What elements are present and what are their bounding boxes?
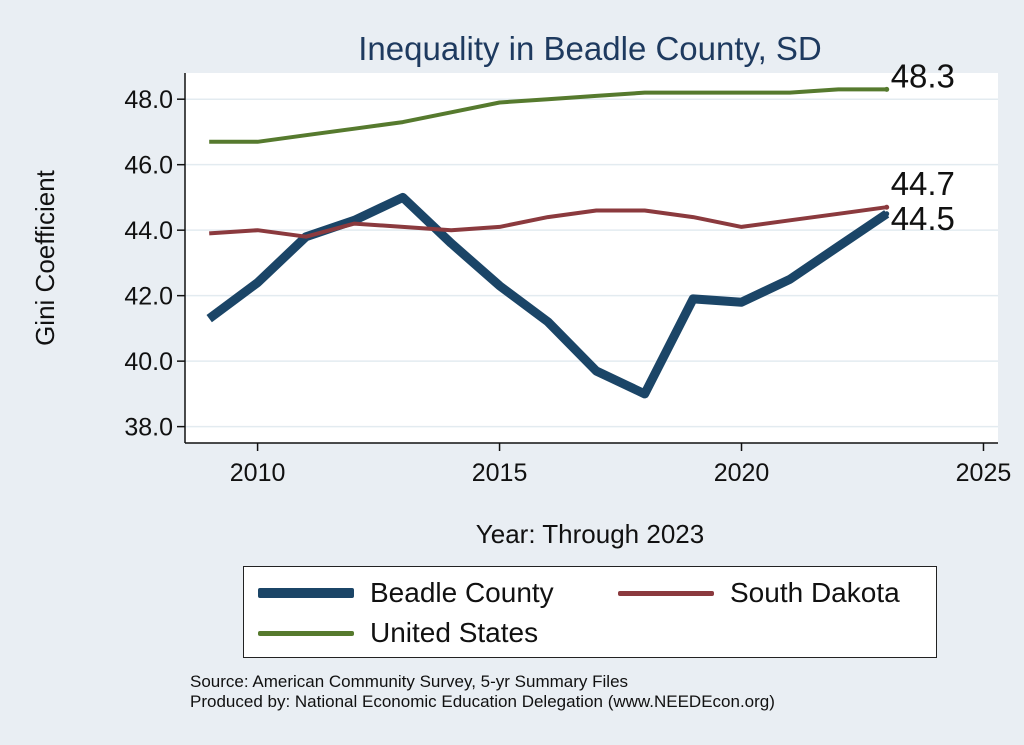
y-tick-label: 38.0	[124, 414, 173, 442]
legend-swatch-beadle-county	[258, 588, 354, 598]
x-axis-label: Year: Through 2023	[476, 519, 704, 549]
x-tick-label: 2015	[472, 459, 528, 487]
source-note: Source: American Community Survey, 5-yr …	[190, 672, 775, 712]
legend-swatch-united-states	[258, 630, 354, 636]
legend-label-beadle-county: Beadle County	[370, 577, 554, 608]
axes: 38.0 40.0 42.0 44.0 46.0 48.0 2010 2015 2020 2025	[124, 73, 1011, 487]
series-line-united-states	[209, 87, 887, 144]
x-tick-label: 2020	[714, 459, 770, 487]
legend-label-united-states: United States	[370, 617, 539, 648]
series-lines	[206, 87, 890, 399]
series-end-label: 48.3	[891, 57, 955, 94]
series-end-label: 44.7	[891, 165, 955, 202]
y-tick-label: 44.0	[124, 217, 173, 245]
source-line: Source: American Community Survey, 5-yr …	[190, 672, 629, 691]
legend: Beadle County South Dakota United States	[243, 566, 937, 658]
x-tick-label: 2010	[230, 459, 286, 487]
series-end-point	[884, 204, 890, 210]
legend-label-south-dakota: South Dakota	[730, 577, 900, 608]
series-end-point	[884, 211, 890, 217]
legend-item-united-states: United States	[258, 617, 538, 649]
x-tick-label: 2025	[956, 459, 1012, 487]
legend-item-beadle-county: Beadle County	[258, 577, 554, 609]
y-tick-label: 42.0	[124, 283, 173, 311]
series-end-label: 44.5	[891, 200, 955, 237]
plot-area	[185, 73, 998, 443]
y-tick-label: 46.0	[124, 152, 173, 180]
legend-item-south-dakota: South Dakota	[618, 577, 900, 609]
producer-line: Produced by: National Economic Education…	[190, 692, 775, 711]
chart-title: Inequality in Beadle County, SD	[358, 30, 822, 67]
end-labels: 48.3 44.544.7	[884, 57, 955, 237]
y-axis-label: Gini Coefficient	[30, 169, 60, 346]
y-tick-label: 40.0	[124, 348, 173, 376]
series-end-point	[884, 86, 890, 92]
y-tick-label: 48.0	[124, 86, 173, 114]
series-line-south-dakota	[209, 205, 887, 239]
legend-swatch-south-dakota	[618, 590, 714, 596]
